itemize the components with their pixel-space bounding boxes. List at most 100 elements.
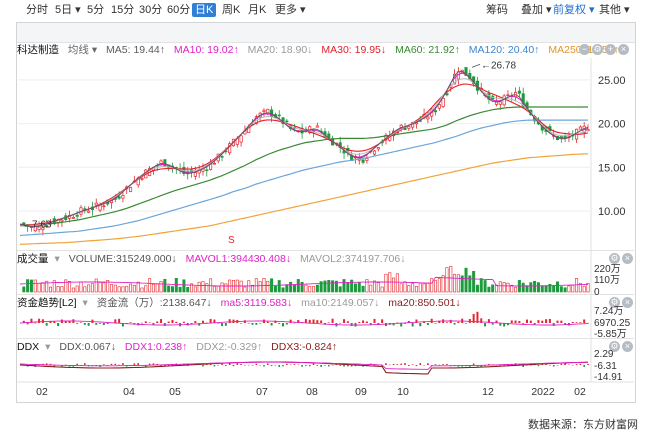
candle-body [129, 186, 133, 193]
candle-body [94, 202, 98, 206]
fund-bar [30, 318, 33, 323]
fund-bar [472, 313, 475, 323]
fund-bar [175, 321, 178, 323]
close-icon[interactable]: × [618, 44, 629, 55]
volume-bar [392, 277, 396, 293]
volume-bar [170, 286, 174, 293]
source-note: 数据来源：东方财富网 [528, 419, 638, 431]
ddx-bar [449, 365, 452, 366]
ddx-bar [76, 363, 78, 365]
ma-mode-dropdown[interactable]: 均线 ▾ [67, 44, 98, 56]
fund-bar [240, 323, 243, 324]
fund-bar [552, 323, 555, 326]
volume-bar [174, 277, 178, 293]
period-tab[interactable]: 60分 [167, 4, 191, 16]
chevron-down-icon[interactable]: ▾ [82, 297, 88, 309]
candle-body [464, 67, 468, 76]
volume-bar [239, 280, 243, 293]
other-button[interactable]: 其他 ▾ [599, 3, 630, 17]
period-tab[interactable]: 5日 ▾ [55, 4, 81, 16]
fund-bar [114, 319, 117, 323]
volume-bar [403, 281, 407, 293]
period-tab[interactable]: 月K [248, 4, 267, 16]
fund-bar [407, 321, 410, 323]
plus-icon[interactable]: + [605, 44, 616, 55]
ddx-bar [423, 365, 425, 366]
ddx-bar [419, 363, 422, 365]
fund-bar [259, 323, 262, 324]
close-icon[interactable]: × [622, 341, 633, 352]
fund-tick-label: 7.24万 [594, 306, 623, 317]
gear-icon[interactable]: ⚙ [609, 341, 620, 352]
fund-bar [331, 318, 334, 323]
ddx-title: DDX [17, 341, 40, 353]
volume-bar [582, 285, 586, 293]
ma30-legend: MA30: 19.95↓ [321, 44, 387, 56]
volume-bar [117, 286, 121, 293]
chips-button[interactable]: 筹码 [486, 4, 508, 16]
fund-bar [224, 323, 227, 326]
ddx-bar [388, 364, 391, 366]
volume-bar [536, 282, 540, 293]
fund-bar [579, 322, 582, 323]
minus-icon[interactable]: − [579, 44, 590, 55]
fq-button[interactable]: 前复权 ▾ [553, 3, 595, 17]
period-tab[interactable]: 更多 ▾ [275, 4, 306, 16]
fund-bar [194, 321, 197, 323]
volume-bar [353, 283, 357, 293]
ddx-bar [373, 364, 376, 366]
fund-flow-value: 资金流（万）:2138.647↓ [96, 297, 212, 309]
chevron-down-icon[interactable]: ▾ [45, 341, 51, 353]
period-tab[interactable]: 周K [222, 4, 241, 16]
period-tab[interactable]: 15分 [111, 4, 135, 16]
fund-bar [487, 319, 490, 323]
volume-bar [422, 283, 426, 293]
period-tab[interactable]: 日K [192, 3, 217, 17]
close-icon[interactable]: × [622, 297, 633, 308]
gear-icon[interactable]: ⚙ [609, 253, 620, 264]
mavol1-line [19, 276, 589, 287]
overlay-button[interactable]: 叠加 ▾ [521, 3, 552, 17]
volume-bar [292, 284, 296, 293]
volume-bar [449, 265, 453, 293]
ddx3-line [19, 361, 589, 375]
period-tab[interactable]: 5分 [87, 4, 105, 16]
ddx-bar [45, 363, 48, 365]
ddx-bar [202, 365, 204, 367]
ddx-bar [499, 364, 502, 366]
volume-bar [319, 281, 323, 293]
ddx-bar [324, 365, 326, 366]
volume-bar [414, 285, 418, 293]
ddx-bar [164, 365, 166, 367]
main-legend: 科达制造 均线 ▾ MA5: 19.44↑ MA10: 19.02↑ MA20:… [17, 43, 625, 57]
volume-bar [159, 281, 163, 293]
fund-bar [499, 323, 502, 326]
fund-tick-label: 6970.25 [594, 318, 631, 329]
fund-bar [270, 323, 273, 326]
fund-bar [343, 319, 346, 323]
volume-bar [437, 278, 441, 293]
candle-body [517, 90, 521, 94]
ddx-bar [247, 364, 250, 366]
period-tab[interactable]: 分时 [26, 4, 48, 16]
gear-icon[interactable]: ⚙ [609, 297, 620, 308]
candle-body [117, 196, 121, 199]
candle-body [372, 150, 377, 155]
volume-bar [487, 286, 491, 293]
volume-bar [430, 278, 434, 293]
fund-bar [163, 323, 166, 326]
fund-bar [545, 319, 548, 323]
candle-body [205, 169, 209, 172]
ddx-bar [381, 365, 383, 367]
ddx-bar [133, 363, 136, 365]
volume-bar [308, 286, 312, 293]
close-icon[interactable]: × [622, 253, 633, 264]
candle-body [361, 159, 365, 163]
gear-icon[interactable]: ⚙ [592, 44, 603, 55]
fund-bar [247, 322, 250, 324]
period-tab[interactable]: 30分 [139, 4, 163, 16]
fund-bar [312, 319, 315, 323]
ddx-bar [244, 365, 246, 366]
chevron-down-icon[interactable]: ▾ [54, 253, 60, 265]
